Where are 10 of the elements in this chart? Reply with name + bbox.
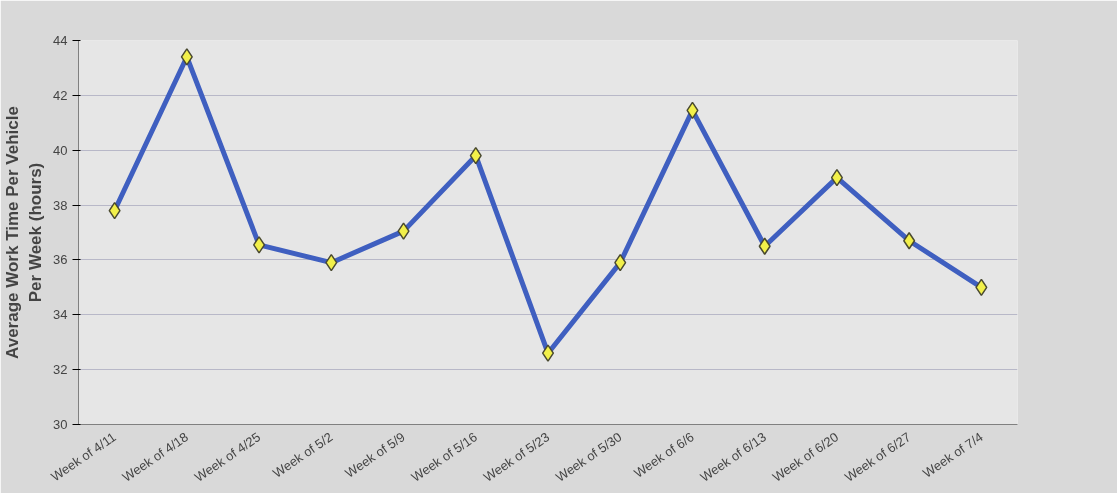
y-tick-label: 32: [53, 362, 68, 378]
y-axis-title: Average Work Time Per Vehicle Per Week (hours): [3, 106, 46, 359]
y-tick-label: 30: [53, 417, 68, 432]
y-tick-label: 34: [53, 307, 68, 323]
x-tick-label: Week of 4/11: [48, 429, 119, 485]
y-tick-label: 40: [53, 142, 68, 158]
y-tick-label: 44: [53, 33, 68, 48]
y-tick-label: 38: [53, 197, 68, 213]
y-tick-label: 36: [53, 252, 68, 268]
y-tick-label: 42: [53, 87, 68, 103]
